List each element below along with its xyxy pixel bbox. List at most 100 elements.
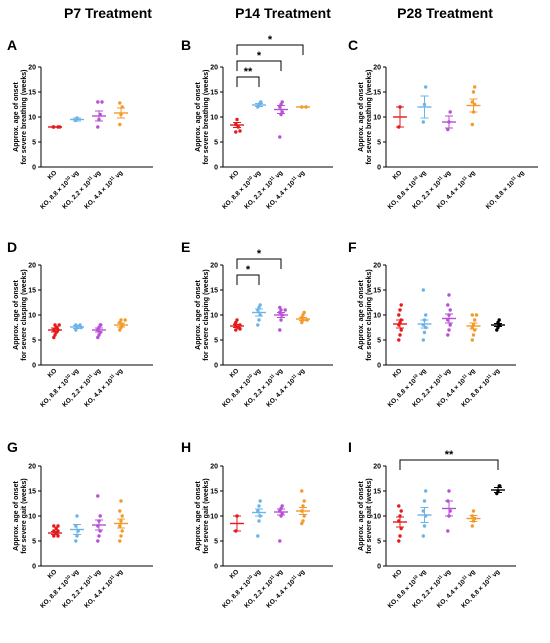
data-point [446, 127, 450, 132]
y-axis-label: Approx. age of onset [195, 481, 202, 551]
panel-b: B Approx. age of onset for severe breathin… [181, 34, 333, 211]
y-tick-label: 5 [377, 338, 381, 345]
column-title-p7: P7 Treatment [64, 5, 152, 21]
data-point [398, 333, 402, 337]
data-point [470, 100, 474, 104]
data-point [398, 105, 402, 109]
x-category-label: KO, 4.4 × 1011 vg [82, 567, 124, 609]
data-point [238, 323, 242, 327]
data-point [234, 529, 238, 533]
y-tick-label: 15 [373, 90, 381, 97]
data-point [300, 105, 304, 109]
x-category-label: KO, 2.2 × 1011 vg [242, 366, 284, 408]
y-axis-label: for severe gait (weeks) [366, 478, 373, 553]
data-point [100, 100, 104, 104]
data-point [76, 529, 80, 533]
y-axis-label: for severe gait (weeks) [203, 478, 210, 553]
data-point [234, 328, 238, 332]
panel-letter: G [7, 439, 18, 455]
column-title-p28: P28 Treatment [397, 5, 493, 21]
panel-letter: E [181, 239, 190, 255]
y-tick-label: 20 [28, 65, 36, 72]
data-point [74, 323, 78, 327]
data-point [118, 509, 122, 513]
y-tick-label: 5 [377, 539, 381, 546]
panel-letter: I [348, 439, 352, 455]
data-point [302, 499, 306, 503]
significance-label: * [257, 50, 262, 62]
data-point [98, 330, 102, 335]
x-category-label: KO, 2.2 × 1011 vg [242, 168, 284, 210]
data-point [300, 509, 304, 513]
y-tick-label: 0 [214, 165, 218, 172]
y-tick-label: 0 [377, 363, 381, 370]
y-tick-label: 15 [373, 288, 381, 295]
data-point [57, 323, 61, 327]
data-point [473, 328, 477, 332]
data-point [398, 534, 402, 538]
y-tick-label: 10 [210, 115, 218, 122]
data-point [424, 85, 428, 89]
x-category-label: KO [47, 169, 59, 181]
panel-a: A Approx. age of onset for severe breathin… [7, 37, 153, 211]
data-point [52, 529, 56, 533]
data-point [473, 102, 477, 107]
y-axis-label: Approx. age of onset [13, 481, 20, 551]
data-point [446, 303, 450, 307]
data-point [447, 514, 451, 518]
data-point [118, 122, 122, 127]
data-point [470, 514, 474, 518]
data-point [421, 323, 425, 327]
y-tick-label: 10 [210, 514, 218, 521]
data-point [97, 534, 101, 538]
data-point [471, 323, 476, 327]
data-point [256, 534, 260, 538]
y-axis-label: for severe gait (weeks) [21, 478, 28, 553]
data-point [424, 325, 428, 330]
y-tick-label: 0 [377, 564, 381, 571]
y-axis-label: Approx. age of onset [195, 82, 202, 152]
x-category-label: KO [229, 568, 241, 580]
x-category-label: KO, 2.2 × 1011 vg [60, 567, 102, 609]
data-point [278, 539, 282, 543]
data-point [496, 489, 500, 493]
data-point [55, 325, 59, 330]
data-point [58, 125, 62, 129]
data-point [74, 524, 78, 528]
data-point [56, 534, 60, 538]
x-category-label: KO [392, 367, 404, 379]
x-category-label: KO, 4.4 × 1011 vg [82, 168, 124, 210]
data-point [118, 101, 122, 105]
data-point [397, 519, 401, 523]
data-point [119, 534, 123, 538]
y-tick-label: 15 [28, 489, 36, 496]
data-point [424, 489, 428, 493]
data-point [56, 529, 60, 533]
x-category-label: KO [229, 169, 241, 181]
data-point [421, 338, 425, 342]
data-point [446, 333, 450, 337]
panel-f: F Approx. age of onset for severe clasping… [348, 239, 516, 409]
y-tick-label: 5 [32, 140, 36, 147]
y-tick-label: 20 [210, 263, 218, 270]
data-point [120, 323, 124, 327]
data-point [258, 514, 262, 518]
data-point [119, 318, 123, 322]
data-point [305, 318, 309, 322]
data-point [424, 514, 428, 518]
data-point [473, 516, 477, 521]
data-point [397, 338, 401, 342]
y-tick-label: 15 [210, 489, 218, 496]
y-tick-label: 10 [373, 115, 381, 122]
data-point [300, 489, 304, 493]
y-axis-label: Approx. age of onset [358, 82, 365, 152]
x-category-label: KO, 4.4 × 1011 vg [264, 168, 306, 210]
y-tick-label: 5 [214, 140, 218, 147]
data-point [123, 318, 127, 322]
x-category-label: KO [229, 367, 241, 379]
data-point [258, 303, 262, 307]
y-tick-label: 0 [32, 564, 36, 571]
data-point [397, 504, 401, 508]
data-point [301, 519, 305, 523]
significance-label: ** [445, 449, 454, 461]
